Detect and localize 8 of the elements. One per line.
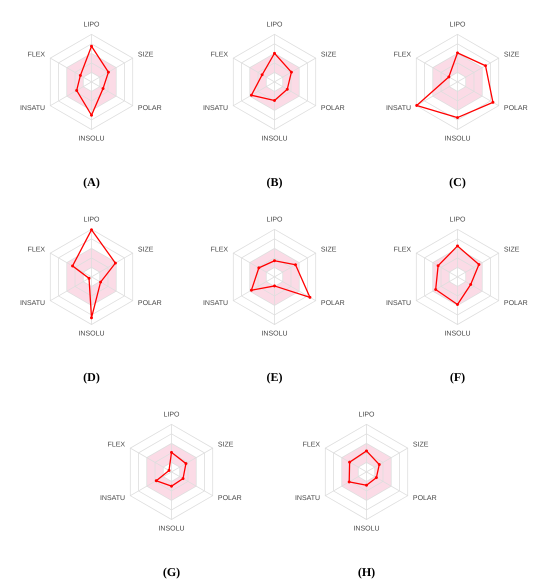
- text: (A): [83, 175, 100, 189]
- text: (C): [449, 175, 466, 189]
- text: (B): [266, 175, 282, 189]
- text: (D): [83, 370, 100, 384]
- text: (F): [450, 370, 466, 384]
- text: (E): [266, 370, 282, 384]
- text: (H): [358, 565, 376, 579]
- text: (G): [162, 565, 180, 579]
